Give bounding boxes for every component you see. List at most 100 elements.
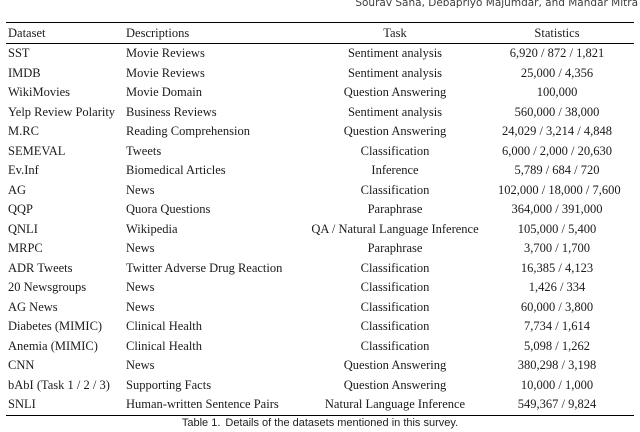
cell-description: Movie Reviews	[126, 46, 205, 61]
cell-statistics: 16,385 / 4,123	[520, 260, 594, 275]
cell-task: QA / Natural Language Inference	[311, 221, 479, 236]
cell-task: Classification	[360, 260, 430, 275]
cell-dataset: ADR Tweets	[8, 260, 73, 275]
table-header-row: Dataset Descriptions Task Statistics	[6, 23, 634, 44]
cell-description: News	[126, 358, 155, 373]
cell-description: Quora Questions	[126, 202, 211, 217]
cell-dataset: IMDB	[8, 65, 41, 80]
cell-task: Classification	[360, 299, 430, 314]
table-row: 20 Newsgroups News Classification 1,426 / 3…	[6, 278, 634, 298]
cell-description: Twitter Adverse Drug Reaction	[126, 260, 283, 275]
table-row: Ev.Inf Biomedical Articles Inference 5,789 …	[6, 161, 634, 181]
caption-label: Table 1.	[181, 417, 221, 429]
cell-task: Natural Language Inference	[324, 397, 466, 412]
cell-dataset: MRPC	[8, 241, 43, 256]
cell-dataset: Ev.Inf	[8, 163, 39, 178]
cell-statistics: 1,426 / 334	[528, 280, 586, 295]
column-header-dataset: Dataset	[8, 25, 46, 40]
cell-statistics: 3,700 / 1,700	[524, 241, 590, 256]
table-row: SNLI Human-written Sentence Pairs Natural …	[6, 395, 634, 415]
cell-task: Paraphrase	[367, 202, 423, 217]
cell-dataset: AG	[8, 182, 27, 197]
cell-dataset: SNLI	[8, 397, 36, 412]
cell-description: Wikipedia	[126, 221, 178, 236]
cell-task: Sentiment analysis	[347, 46, 443, 61]
table-row: SEMEVAL Tweets Classification 6,000 / 2,000…	[6, 142, 634, 162]
cell-description: Human-written Sentence Pairs	[126, 397, 279, 412]
cell-dataset: 20 Newsgroups	[8, 280, 87, 295]
cell-dataset: QNLI	[8, 221, 38, 236]
table-caption: Table 1. Details of the datasets mentione…	[6, 417, 634, 429]
cell-statistics: 364,000 / 391,000	[511, 202, 603, 217]
table-body: SST Movie Reviews Sentiment analysis 6,920 …	[6, 44, 634, 415]
cell-dataset: AG News	[8, 299, 58, 314]
cell-statistics: 380,298 / 3,198	[517, 358, 597, 373]
cell-statistics: 105,000 / 5,400	[517, 221, 597, 236]
cell-description: News	[126, 182, 155, 197]
cell-task: Question Answering	[343, 377, 447, 392]
cell-description: Clinical Health	[126, 319, 203, 334]
cell-statistics: 100,000	[536, 85, 578, 100]
cell-description: Movie Reviews	[126, 65, 205, 80]
table-row: AG News Classification 102,000 / 18,000 / 7…	[6, 181, 634, 201]
table-row: bAbI (Task 1 / 2 / 3) Supporting Facts Que…	[6, 376, 634, 396]
cell-dataset: SST	[8, 46, 30, 61]
cell-statistics: 560,000 / 38,000	[514, 104, 600, 119]
table-row: SST Movie Reviews Sentiment analysis 6,920 …	[6, 44, 634, 64]
cell-task: Classification	[360, 182, 430, 197]
cell-statistics: 7,734 / 1,614	[524, 319, 590, 334]
table-row: Yelp Review Polarity Business Reviews Sent…	[6, 103, 634, 123]
cell-statistics: 102,000 / 18,000 / 7,600	[498, 182, 621, 197]
cell-task: Question Answering	[343, 85, 447, 100]
table-row: QNLI Wikipedia QA / Natural Language Infer…	[6, 220, 634, 240]
column-header-statistics: Statistics	[534, 25, 580, 40]
cell-task: Paraphrase	[367, 241, 423, 256]
cell-description: Movie Domain	[126, 85, 203, 100]
cell-task: Classification	[360, 319, 430, 334]
table-row: M.RC Reading Comprehension Question Answer…	[6, 122, 634, 142]
cell-statistics: 549,367 / 9,824	[517, 397, 597, 412]
column-header-task: Task	[383, 25, 407, 40]
cell-task: Sentiment analysis	[347, 65, 443, 80]
cell-dataset: QQP	[8, 202, 34, 217]
cell-description: Clinical Health	[126, 338, 203, 353]
cell-description: Supporting Facts	[126, 377, 212, 392]
cell-statistics: 5,789 / 684 / 720	[514, 163, 600, 178]
cell-description: News	[126, 241, 155, 256]
cell-dataset: Anemia (MIMIC)	[8, 338, 98, 353]
table-row: WikiMovies Movie Domain Question Answering…	[6, 83, 634, 103]
table-row: Anemia (MIMIC) Clinical Health Classificat…	[6, 337, 634, 357]
cell-description: Business Reviews	[126, 104, 217, 119]
running-header-authors: Sourav Saha, Debapriyo Majumdar, and Man…	[355, 0, 638, 9]
table-row: MRPC News Paraphrase 3,700 / 1,700	[6, 239, 634, 259]
cell-task: Question Answering	[343, 358, 447, 373]
cell-dataset: SEMEVAL	[8, 143, 66, 158]
cell-task: Classification	[360, 338, 430, 353]
datasets-table: Dataset Descriptions Task Statistics SST Mov…	[6, 22, 634, 416]
cell-dataset: Diabetes (MIMIC)	[8, 319, 103, 334]
cell-statistics: 10,000 / 1,000	[520, 377, 594, 392]
table-row: AG News News Classification 60,000 / 3,800	[6, 298, 634, 318]
cell-task: Inference	[371, 163, 419, 178]
table-row: QQP Quora Questions Paraphrase 364,000 / 39…	[6, 200, 634, 220]
cell-dataset: bAbI (Task 1 / 2 / 3)	[8, 377, 110, 392]
cell-task: Sentiment analysis	[347, 104, 443, 119]
table-row: Diabetes (MIMIC) Clinical Health Classific…	[6, 317, 634, 337]
cell-statistics: 60,000 / 3,800	[520, 299, 594, 314]
cell-statistics: 6,000 / 2,000 / 20,630	[501, 143, 613, 158]
cell-statistics: 24,029 / 3,214 / 4,848	[501, 124, 613, 139]
table-row: IMDB Movie Reviews Sentiment analysis 25,00…	[6, 64, 634, 84]
table-row: CNN News Question Answering 380,298 / 3,198	[6, 356, 634, 376]
cell-dataset: WikiMovies	[8, 85, 70, 100]
cell-task: Question Answering	[343, 124, 447, 139]
cell-description: News	[126, 280, 155, 295]
cell-statistics: 6,920 / 872 / 1,821	[509, 46, 605, 61]
cell-dataset: M.RC	[8, 124, 39, 139]
cell-dataset: Yelp Review Polarity	[8, 104, 116, 119]
caption-text: Details of the datasets mentioned in thi…	[225, 417, 459, 429]
column-header-descriptions: Descriptions	[126, 25, 190, 40]
cell-statistics: 5,098 / 1,262	[524, 338, 590, 353]
cell-task: Classification	[360, 143, 430, 158]
cell-description: Tweets	[126, 143, 162, 158]
table-row: ADR Tweets Twitter Adverse Drug Reaction C…	[6, 259, 634, 279]
